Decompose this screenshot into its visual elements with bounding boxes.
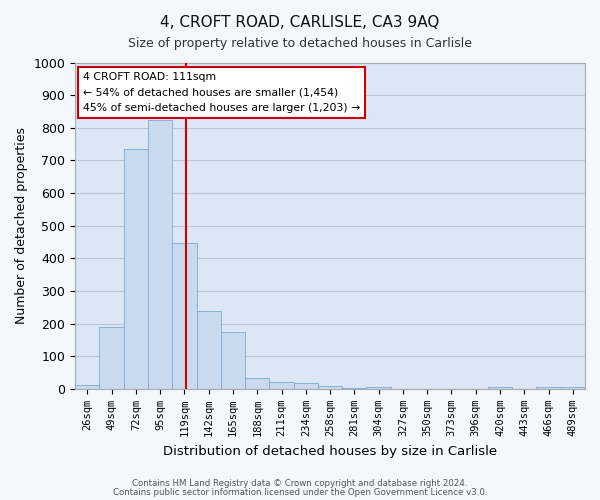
- Bar: [269, 382, 293, 389]
- Bar: [536, 386, 561, 389]
- Bar: [221, 332, 245, 389]
- Bar: [75, 384, 100, 389]
- Bar: [488, 388, 512, 389]
- Y-axis label: Number of detached properties: Number of detached properties: [15, 127, 28, 324]
- Bar: [342, 388, 367, 389]
- Text: Contains public sector information licensed under the Open Government Licence v3: Contains public sector information licen…: [113, 488, 487, 497]
- Text: 4 CROFT ROAD: 111sqm
← 54% of detached houses are smaller (1,454)
45% of semi-de: 4 CROFT ROAD: 111sqm ← 54% of detached h…: [83, 72, 360, 114]
- Text: 4, CROFT ROAD, CARLISLE, CA3 9AQ: 4, CROFT ROAD, CARLISLE, CA3 9AQ: [160, 15, 440, 30]
- Bar: [148, 120, 172, 389]
- Bar: [367, 386, 391, 389]
- Bar: [561, 388, 585, 389]
- X-axis label: Distribution of detached houses by size in Carlisle: Distribution of detached houses by size …: [163, 444, 497, 458]
- Bar: [172, 242, 197, 389]
- Bar: [245, 378, 269, 389]
- Text: Contains HM Land Registry data © Crown copyright and database right 2024.: Contains HM Land Registry data © Crown c…: [132, 480, 468, 488]
- Bar: [293, 384, 318, 389]
- Bar: [318, 386, 342, 389]
- Text: Size of property relative to detached houses in Carlisle: Size of property relative to detached ho…: [128, 38, 472, 51]
- Bar: [197, 312, 221, 389]
- Bar: [100, 327, 124, 389]
- Bar: [124, 149, 148, 389]
